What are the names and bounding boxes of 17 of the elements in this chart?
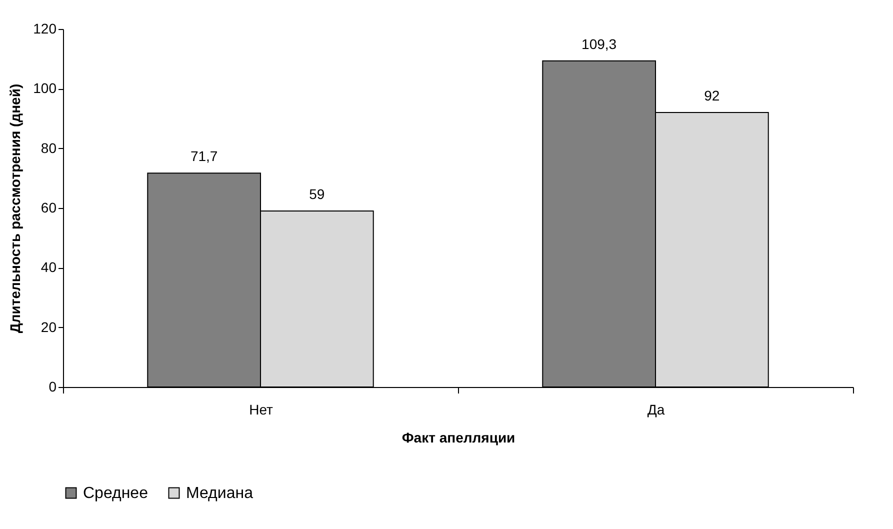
y-tick-label: 100 bbox=[33, 80, 57, 96]
y-tick-label: 80 bbox=[40, 140, 57, 156]
data-label: 59 bbox=[309, 186, 325, 202]
x-tick-label: Да bbox=[647, 402, 665, 418]
legend-label: Среднее bbox=[83, 485, 148, 502]
y-tick-label: 20 bbox=[40, 318, 57, 335]
x-axis-title: Факт апелляции bbox=[402, 430, 516, 446]
x-tick-label: Нет bbox=[249, 402, 274, 418]
y-tick-label: 0 bbox=[48, 378, 57, 394]
data-label: 71,7 bbox=[190, 148, 218, 164]
y-tick-label: 120 bbox=[33, 20, 57, 36]
legend-label: Медиана bbox=[186, 485, 254, 502]
data-label: 92 bbox=[704, 88, 720, 104]
y-tick-label: 60 bbox=[40, 200, 57, 216]
y-tick-label: 40 bbox=[40, 259, 57, 276]
data-label: 109,3 bbox=[582, 36, 617, 52]
y-axis-title: Длительность рассмотрения (дней) bbox=[7, 84, 24, 334]
